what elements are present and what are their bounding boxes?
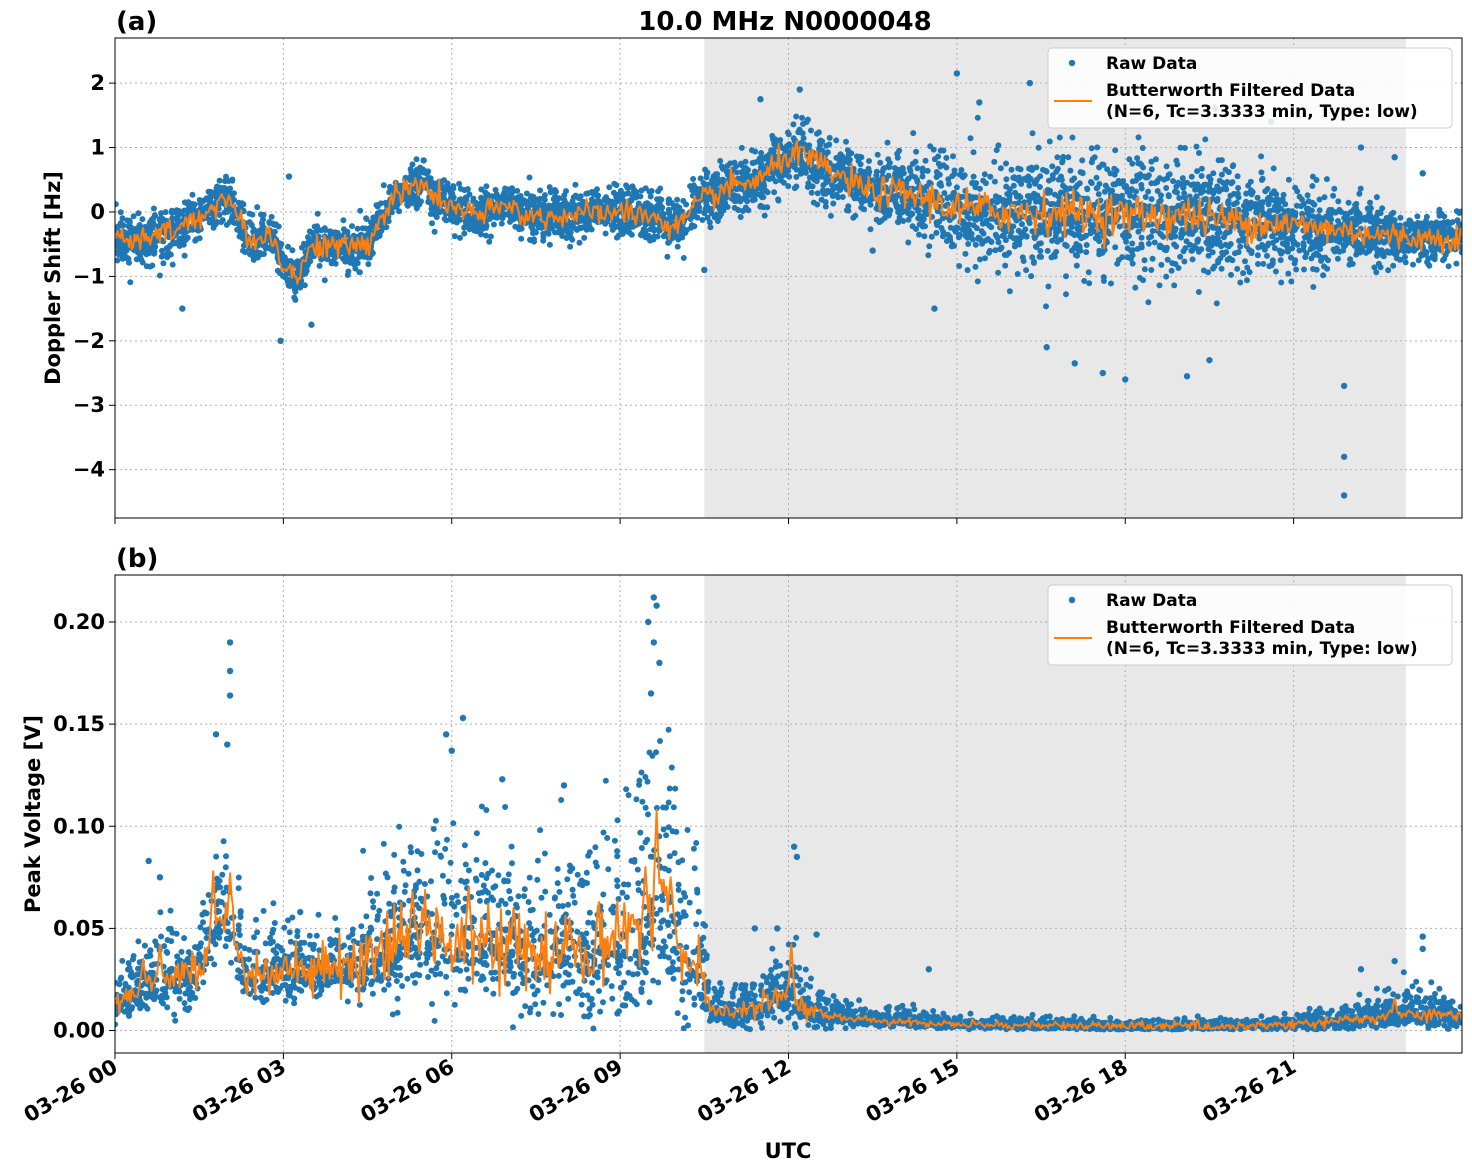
raw-data-outlier: [308, 321, 315, 328]
raw-data-outlier: [931, 305, 938, 312]
raw-data-outlier: [145, 857, 152, 865]
filtered-data-line: [115, 808, 1462, 1030]
raw-data-outlier: [442, 731, 450, 738]
raw-data-outlier: [656, 659, 663, 667]
y-tick-label: −4: [73, 458, 105, 482]
raw-data-outlier: [1183, 373, 1191, 380]
raw-data-outlier: [226, 692, 234, 699]
y-tick-label: −3: [73, 393, 105, 417]
legend-box: [1047, 47, 1453, 129]
y-tick-label: 0: [90, 200, 105, 224]
raw-data-outlier: [1419, 945, 1426, 953]
legend-label-filtered-params: (N=6, Tc=3.3333 min, Type: low): [1106, 639, 1418, 659]
raw-data-outlier: [869, 247, 876, 254]
y-tick-label: 0.10: [53, 814, 105, 838]
raw-data-outlier: [650, 639, 657, 646]
raw-data-outlier: [701, 266, 708, 274]
raw-data-outlier: [277, 337, 284, 345]
y-tick-label: 0.00: [53, 1019, 105, 1043]
raw-data-outlier: [1026, 79, 1034, 87]
plot-area: [115, 70, 1462, 499]
raw-data-outlier: [774, 925, 781, 932]
y-tick-label: 0.05: [53, 916, 105, 940]
legend-label-raw: Raw Data: [1106, 54, 1197, 74]
raw-data-outlier: [156, 874, 164, 881]
raw-data-outlier: [1206, 356, 1213, 364]
figure-title: 10.0 MHz N0000048: [638, 7, 931, 37]
raw-data-outlier: [448, 747, 455, 754]
panel-a: −4 −3 −2 −1 0 1 2 Doppler Shift [Hz] Raw Data But…: [41, 37, 1463, 524]
raw-data-outlier: [560, 782, 568, 789]
raw-data-outlier: [1340, 382, 1348, 390]
raw-data-outlier: [1391, 957, 1398, 965]
raw-data-outlier: [1357, 144, 1365, 151]
y-tick-label: 2: [90, 71, 105, 95]
raw-data-outlier: [212, 731, 220, 738]
raw-data-outlier: [644, 618, 652, 626]
raw-data-outlier: [813, 931, 820, 938]
y-axis-label: Peak Voltage [V]: [21, 715, 45, 913]
raw-data-outlier: [420, 157, 427, 164]
raw-data-outlier: [499, 776, 506, 783]
x-axis-label: UTC: [765, 1139, 812, 1163]
raw-data-outlier: [650, 594, 657, 601]
raw-data-outlier: [1419, 933, 1426, 940]
raw-data-outlier: [790, 843, 798, 850]
raw-data-outlier: [976, 99, 983, 106]
y-tick-label: −2: [73, 329, 105, 353]
legend-label-filtered-params: (N=6, Tc=3.3333 min, Type: low): [1106, 102, 1418, 122]
raw-data-outlier: [925, 966, 933, 973]
raw-data-outlier: [285, 173, 293, 180]
raw-data-outlier: [226, 667, 234, 675]
raw-data-outlier: [1340, 492, 1348, 499]
legend-box: [1047, 584, 1453, 666]
legend-marker-raw: [1068, 596, 1076, 604]
raw-data-outlier: [1071, 360, 1078, 367]
raw-data-outlier: [647, 690, 655, 697]
filtered-data-line: [115, 139, 1462, 285]
raw-data-outlier: [1391, 153, 1398, 161]
raw-data-outlier: [224, 741, 231, 748]
raw-data-outlier: [1043, 344, 1050, 351]
raw-data-outlier: [1340, 453, 1348, 460]
raw-data-outlier: [796, 86, 803, 93]
raw-data-outlier: [757, 96, 764, 103]
y-axis-label: Doppler Shift [Hz]: [41, 171, 65, 385]
raw-data-outlier: [653, 602, 660, 609]
raw-data-outlier: [793, 853, 801, 861]
raw-data-outlier: [751, 925, 759, 932]
raw-data-outlier: [953, 70, 961, 77]
raw-data-outlier: [226, 639, 234, 646]
legend: Raw Data Butterworth Filtered Data(N=6, T…: [1047, 584, 1453, 666]
legend-label-filtered: Butterworth Filtered Data: [1106, 618, 1355, 638]
y-tick-label: 0.15: [53, 712, 105, 736]
legend: Raw Data Butterworth Filtered Data(N=6, T…: [1047, 47, 1453, 129]
y-tick-label: 1: [90, 136, 105, 160]
raw-data-outlier: [1099, 369, 1107, 377]
raw-data-outlier: [179, 305, 186, 312]
raw-data-outlier: [1419, 170, 1426, 177]
raw-data-outlier: [297, 908, 304, 916]
raw-data-outlier: [1357, 966, 1365, 973]
panel-a-label: (a): [116, 7, 157, 37]
legend-label-filtered: Butterworth Filtered Data: [1106, 81, 1355, 101]
y-tick-label: −1: [73, 264, 105, 288]
panel-b-label: (b): [116, 544, 158, 574]
y-tick-label: 0.20: [53, 610, 105, 634]
legend-marker-raw: [1068, 59, 1076, 67]
raw-data-outlier: [1122, 376, 1129, 383]
raw-data-outlier: [459, 714, 467, 722]
legend-label-raw: Raw Data: [1106, 591, 1197, 611]
plot-area: [115, 594, 1462, 1033]
